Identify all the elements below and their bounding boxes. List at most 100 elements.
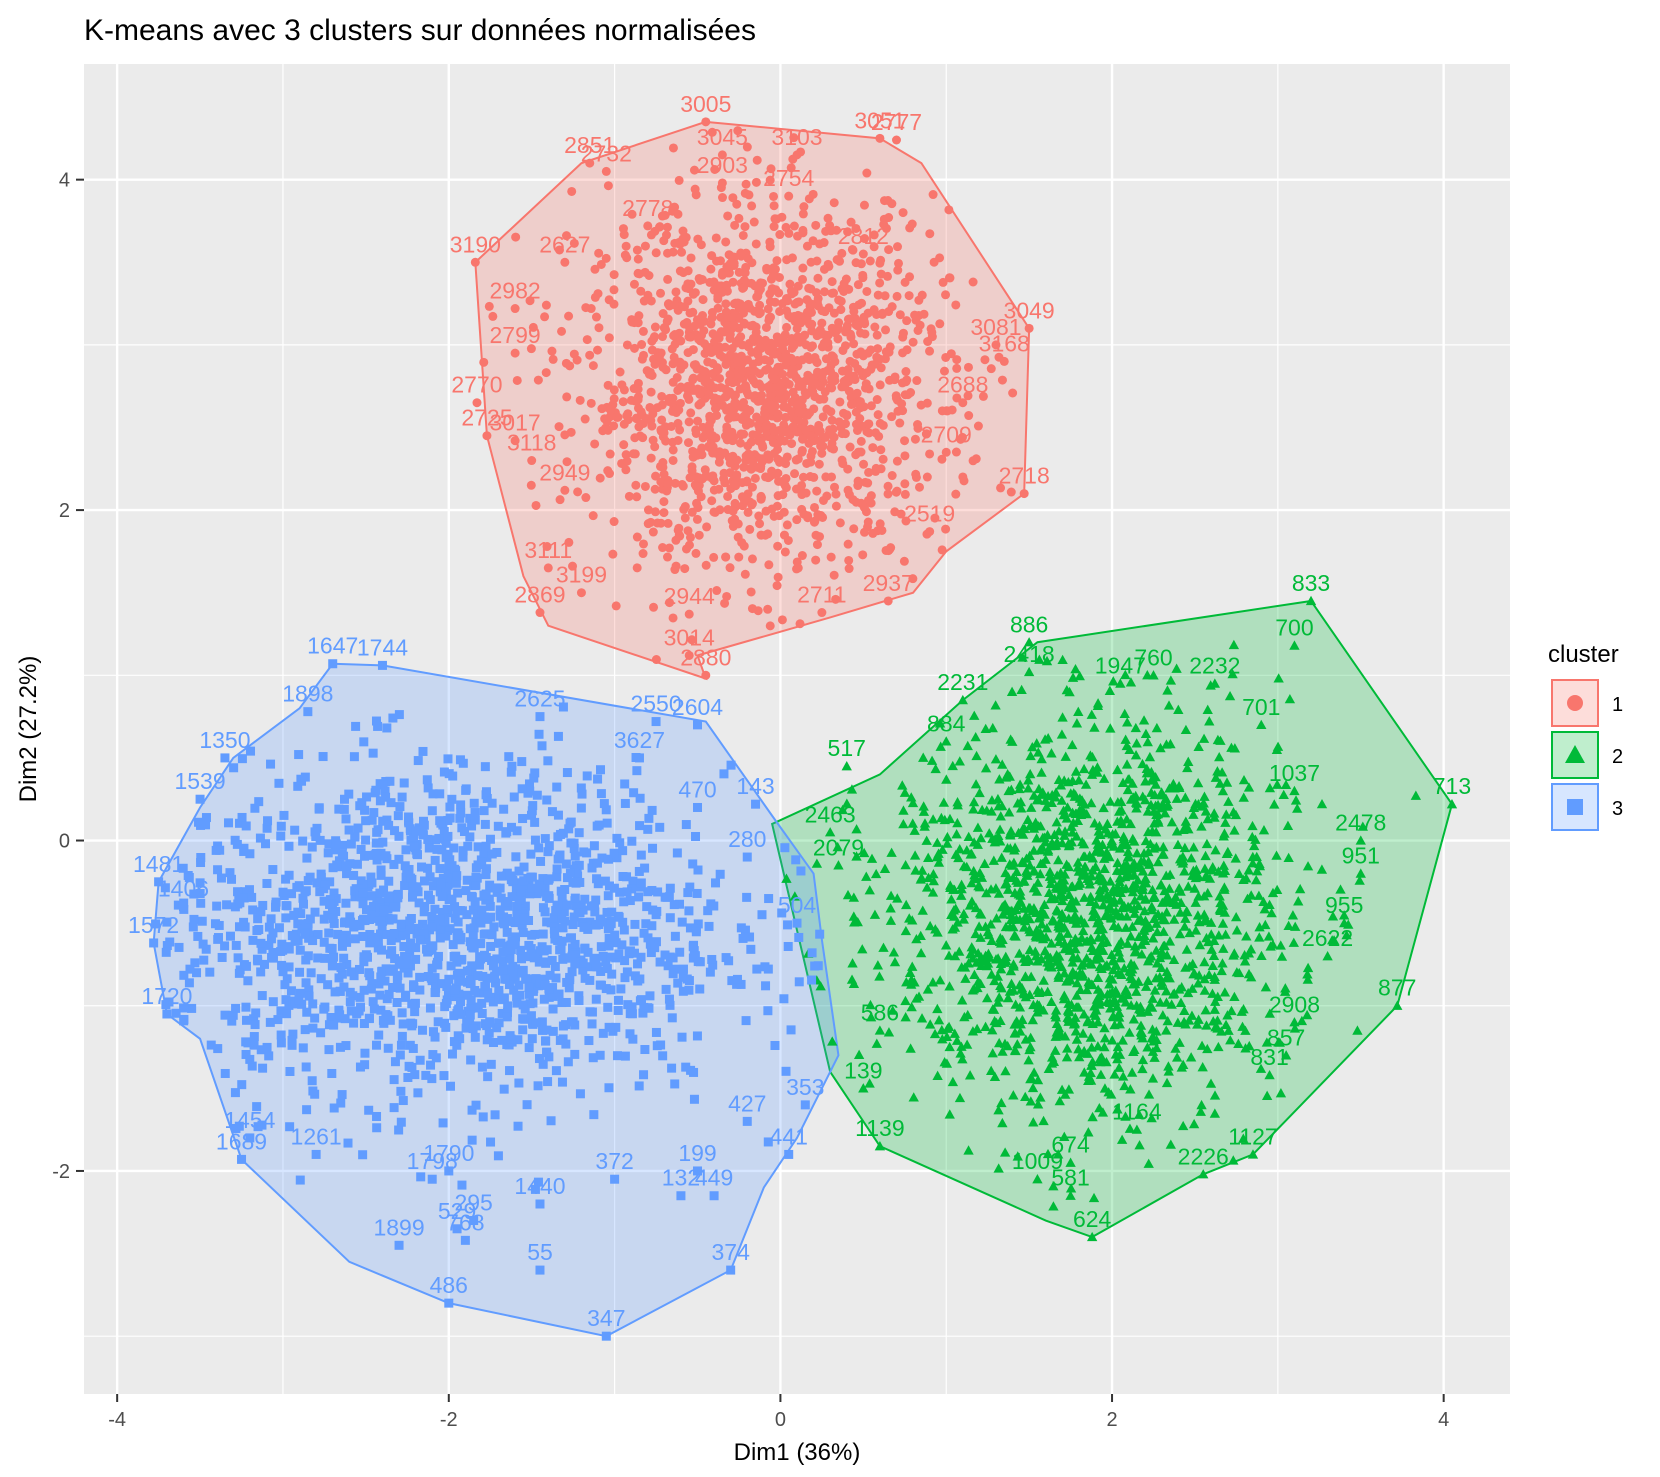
cluster-3-point: [527, 931, 536, 940]
cluster-3-point: [593, 775, 602, 784]
cluster-1-point: [612, 601, 621, 610]
cluster-3-point: [247, 893, 256, 902]
cluster-1-point: [969, 277, 978, 286]
cluster-1-point: [730, 221, 739, 230]
cluster-1-point: [925, 527, 934, 536]
cluster-1-point: [802, 489, 811, 498]
cluster-3-point: [358, 1150, 367, 1159]
cluster-1-point: [773, 332, 782, 341]
cluster-3-point: [637, 851, 646, 860]
cluster-3-point: [605, 934, 614, 943]
cluster-1-point: [794, 563, 803, 572]
cluster-1-point-label: 3118: [507, 430, 556, 456]
cluster-3-point: [377, 865, 386, 874]
cluster-1-point: [756, 462, 765, 471]
cluster-3-point: [670, 965, 679, 974]
cluster-1-point: [638, 433, 647, 442]
cluster-2-point-label: 586: [861, 1000, 899, 1026]
cluster-1-point: [652, 248, 661, 257]
cluster-1-point: [686, 533, 695, 542]
cluster-1-point: [609, 285, 618, 294]
cluster-1-point: [765, 313, 774, 322]
cluster-3-point: [520, 916, 529, 925]
cluster-1-point: [757, 531, 766, 540]
cluster-3-point: [394, 811, 403, 820]
cluster-1-point: [651, 485, 660, 494]
cluster-1-point: [773, 542, 782, 551]
cluster-1-point: [737, 538, 746, 547]
cluster-3-point: [639, 1003, 648, 1012]
cluster-1-point: [721, 299, 730, 308]
cluster-1-point: [653, 403, 662, 412]
cluster-3-point: [369, 749, 378, 758]
cluster-3-point: [596, 981, 605, 990]
cluster-1-point: [900, 479, 909, 488]
cluster-1-point: [874, 410, 883, 419]
cluster-1-point: [609, 300, 618, 309]
cluster-1-point: [704, 344, 713, 353]
cluster-3-point: [388, 714, 397, 723]
cluster-3-point: [549, 1027, 558, 1036]
cluster-3-point: [761, 981, 770, 990]
cluster-1-point: [796, 318, 805, 327]
cluster-3-point: [530, 818, 539, 827]
cluster-3-point: [425, 843, 434, 852]
cluster-3-point: [283, 942, 292, 951]
cluster-3-point: [666, 913, 675, 922]
cluster-3-point: [439, 1118, 448, 1127]
cluster-3-point: [507, 823, 516, 832]
cluster-1-point: [709, 553, 718, 562]
cluster-1-point: [852, 408, 861, 417]
cluster-3-point: [629, 788, 638, 797]
cluster-1-point: [488, 312, 497, 321]
cluster-1-point: [659, 497, 668, 506]
cluster-1-point: [784, 354, 793, 363]
cluster-1-point: [780, 402, 789, 411]
cluster-3-point: [274, 779, 283, 788]
cluster-3-point: [478, 1063, 487, 1072]
cluster-3-point: [556, 1036, 565, 1045]
cluster-3-point: [428, 806, 437, 815]
cluster-3-point: [610, 1175, 619, 1184]
cluster-1-point: [535, 608, 544, 617]
cluster-1-point: [853, 426, 862, 435]
cluster-1-point: [853, 389, 862, 398]
cluster-3-point: [757, 910, 766, 919]
cluster-1-point: [663, 479, 672, 488]
cluster-1-point: [647, 422, 656, 431]
cluster-3-point: [251, 1008, 260, 1017]
cluster-1-point: [899, 208, 908, 217]
cluster-1-point: [658, 543, 667, 552]
cluster-3-point: [575, 908, 584, 917]
cluster-1-point: [854, 280, 863, 289]
cluster-1-point: [567, 187, 576, 196]
cluster-1-point: [868, 443, 877, 452]
cluster-3-point: [285, 1067, 294, 1076]
cluster-3-point: [376, 916, 385, 925]
cluster-3-point: [443, 754, 452, 763]
cluster-1-point: [838, 456, 847, 465]
cluster-1-point: [669, 445, 678, 454]
cluster-1-point: [719, 353, 728, 362]
cluster-1-point: [876, 256, 885, 265]
cluster-1-point: [734, 358, 743, 367]
cluster-2-point-label: 877: [1378, 975, 1416, 1001]
cluster-1-point: [713, 292, 722, 301]
cluster-1-point: [727, 412, 736, 421]
cluster-1-point: [964, 363, 973, 372]
cluster-3-point: [285, 871, 294, 880]
cluster-3-point: [235, 922, 244, 931]
cluster-1-point: [774, 410, 783, 419]
cluster-1-point: [935, 319, 944, 328]
cluster-3-point: [308, 1024, 317, 1033]
cluster-1-point: [573, 356, 582, 365]
cluster-3-point: [678, 918, 687, 927]
cluster-3-point: [438, 892, 447, 901]
cluster-3-point: [231, 1088, 240, 1097]
cluster-1-point: [610, 270, 619, 279]
cluster-1-point: [876, 380, 885, 389]
cluster-1-point: [608, 550, 617, 559]
cluster-1-point: [761, 336, 770, 345]
cluster-1-point: [527, 481, 536, 490]
